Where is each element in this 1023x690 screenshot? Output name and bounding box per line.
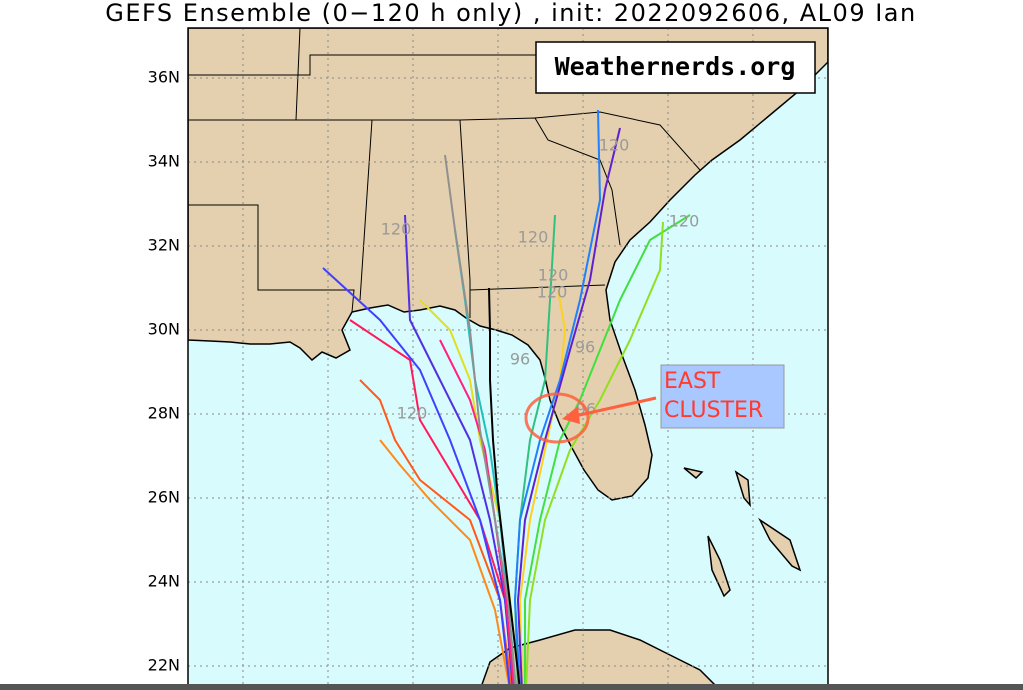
latitude-label: 24N [148,572,180,591]
arrow-shaft [574,396,657,418]
forecast-hour-label: 120 [397,404,428,423]
title: GEFS Ensemble (0−120 h only) , init: 202… [105,0,916,27]
watermark-box [535,41,816,94]
latitude-label: 34N [148,152,180,171]
latitude-labels: 36N 34N 32N 30N 28N 26N 24N 22N [148,68,180,675]
forecast-hour-label: 120 [381,220,412,239]
forecast-hour-label: 96 [575,338,595,357]
annotation-box [660,364,785,429]
forecast-hour-label: 120 [599,136,630,155]
plot-frame [187,27,829,690]
land-bahamas [683,467,802,598]
forecast-hour-label: 120 [538,266,569,285]
bottom-strip [0,684,1023,690]
latitude-label: 28N [148,404,180,423]
highlight-circle [524,392,590,444]
annotation-line: EAST [664,369,721,394]
ensemble-tracks [322,109,691,690]
arrow-head [562,406,580,424]
latitude-label: 30N [148,320,180,339]
latitude-label: 32N [148,236,180,255]
forecast-hour-label: 120 [537,283,568,302]
annotation-line: CLUSTER [664,398,763,423]
latitude-label: 26N [148,488,180,507]
latitude-label: 36N [148,68,180,87]
watermark: Weathernerds.org [555,52,796,81]
forecast-hour-label: 96 [510,350,530,369]
forecast-hour-label: 120 [518,228,549,247]
latitude-label: 22N [148,656,180,675]
forecast-hour-label: 120 [669,212,700,231]
